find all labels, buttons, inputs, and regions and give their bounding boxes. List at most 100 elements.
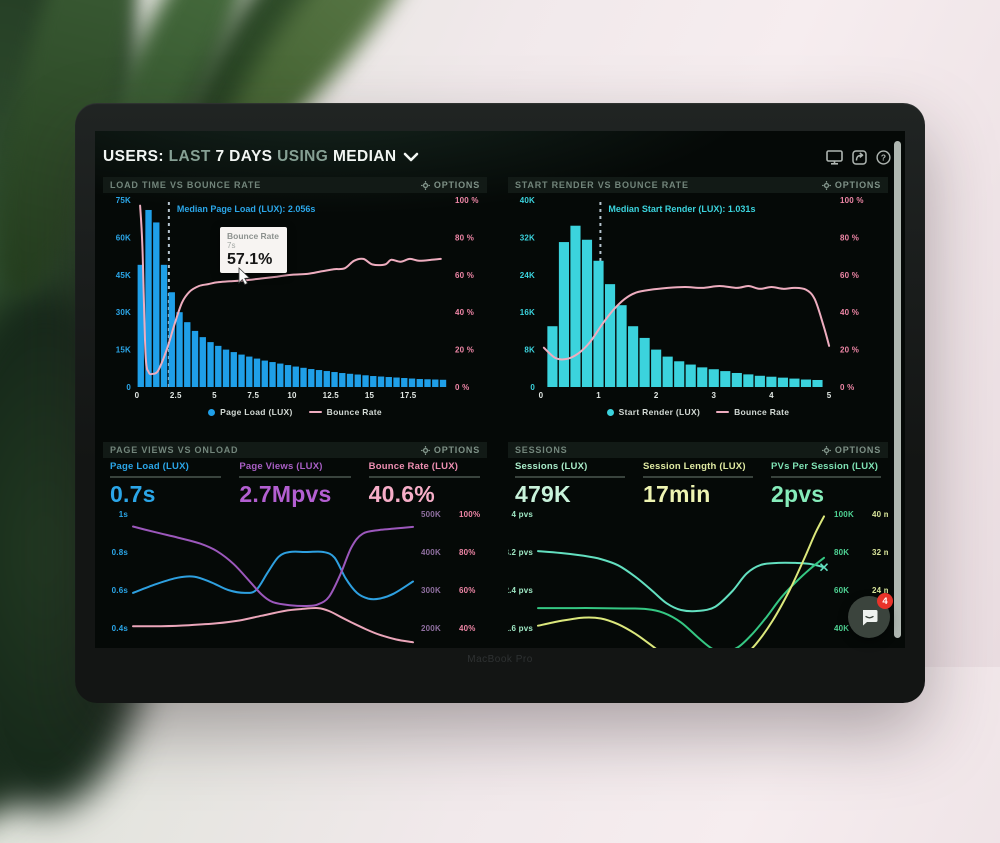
- legend-line-icon: [308, 410, 322, 414]
- svg-text:1s: 1s: [119, 510, 129, 519]
- chart-legend: Start Render (LUX) Bounce Rate: [508, 407, 888, 417]
- scrollbar[interactable]: [894, 141, 901, 638]
- svg-text:100%: 100%: [459, 510, 480, 519]
- svg-text:1: 1: [596, 391, 601, 400]
- display-icon[interactable]: [826, 149, 843, 165]
- legend-dot-icon: [208, 408, 216, 416]
- svg-text:40%: 40%: [459, 624, 476, 633]
- svg-text:200K: 200K: [421, 624, 441, 633]
- tooltip: Bounce Rate 7s 57.1%: [220, 227, 287, 285]
- svg-text:40K: 40K: [520, 196, 535, 205]
- legend-line-icon: [716, 410, 730, 414]
- panel-load-time: LOAD TIME VS BOUNCE RATE OPTIONS 75K 60K 4…: [103, 177, 487, 417]
- svg-text:32K: 32K: [520, 233, 535, 242]
- svg-text:30K: 30K: [116, 308, 131, 317]
- metrics-row: Sessions (LUX) 479K Session Length (LUX) 17…: [508, 458, 888, 508]
- users-filter-dropdown[interactable]: USERS: LAST 7 DAYS USING MEDIAN: [103, 148, 419, 166]
- share-icon[interactable]: [852, 149, 867, 165]
- svg-text:80%: 80%: [459, 548, 476, 557]
- svg-text:?: ?: [881, 152, 886, 162]
- svg-text:60 %: 60 %: [840, 271, 859, 280]
- chat-widget-button[interactable]: 4: [848, 593, 893, 638]
- panel-title: SESSIONS: [515, 445, 568, 455]
- svg-text:500K: 500K: [421, 510, 441, 519]
- options-button[interactable]: OPTIONS: [420, 180, 480, 190]
- svg-text:4: 4: [769, 391, 774, 400]
- svg-text:60 %: 60 %: [455, 271, 474, 280]
- svg-text:15K: 15K: [116, 346, 131, 355]
- svg-text:60%: 60%: [459, 586, 476, 595]
- metric: Sessions (LUX) 479K: [515, 461, 625, 508]
- gear-icon: [821, 445, 831, 455]
- svg-text:0.8s: 0.8s: [112, 548, 129, 557]
- svg-text:300K: 300K: [421, 586, 441, 595]
- legend-dot-icon: [606, 408, 614, 416]
- chevron-down-icon: [404, 152, 419, 162]
- options-button[interactable]: OPTIONS: [420, 445, 480, 455]
- metric: PVs Per Session (LUX) 2pvs: [771, 461, 881, 508]
- svg-text:40K: 40K: [834, 624, 849, 633]
- panel-title: PAGE VIEWS VS ONLOAD: [110, 445, 239, 455]
- panel-title: START RENDER VS BOUNCE RATE: [515, 180, 689, 190]
- legend-item[interactable]: Start Render (LUX): [606, 407, 700, 417]
- header-icons: ?: [826, 149, 891, 165]
- metric: Page Load (LUX) 0.7s: [110, 461, 222, 508]
- chart-legend: Page Load (LUX) Bounce Rate: [103, 407, 487, 417]
- metric: Page Views (LUX) 2.7Mpvs: [239, 461, 351, 508]
- svg-text:40 min: 40 min: [872, 510, 888, 519]
- panel-start-render: START RENDER VS BOUNCE RATE OPTIONS 40K 3…: [508, 177, 888, 417]
- svg-text:100K: 100K: [834, 510, 854, 519]
- svg-text:40 %: 40 %: [455, 308, 474, 317]
- svg-text:3: 3: [712, 391, 717, 400]
- legend-item[interactable]: Page Load (LUX): [208, 407, 293, 417]
- dashboard-screen: USERS: LAST 7 DAYS USING MEDIAN: [95, 131, 905, 648]
- gear-icon: [821, 180, 831, 190]
- svg-text:80K: 80K: [834, 548, 849, 557]
- cursor-icon: [238, 267, 251, 285]
- svg-text:32 min: 32 min: [872, 548, 888, 557]
- gear-icon: [420, 445, 430, 455]
- svg-text:0: 0: [539, 391, 544, 400]
- svg-text:Median Page Load (LUX): 2.056s: Median Page Load (LUX): 2.056s: [177, 204, 316, 214]
- header-title: USERS: LAST 7 DAYS USING MEDIAN: [103, 148, 397, 165]
- panel-sessions: SESSIONS OPTIONS Sessions (LUX) 479K Sessi…: [508, 442, 888, 648]
- svg-text:5: 5: [827, 391, 832, 400]
- svg-text:20 %: 20 %: [840, 346, 859, 355]
- chat-icon: [862, 609, 877, 625]
- legend-item[interactable]: Bounce Rate: [308, 407, 382, 417]
- svg-text:17.5: 17.5: [400, 391, 417, 400]
- svg-text:2.4 pvs: 2.4 pvs: [508, 586, 533, 595]
- dashboard-header: USERS: LAST 7 DAYS USING MEDIAN: [103, 143, 891, 171]
- svg-text:3.2 pvs: 3.2 pvs: [508, 548, 533, 557]
- svg-text:0.4s: 0.4s: [112, 624, 129, 633]
- chat-unread-badge: 4: [877, 593, 893, 609]
- svg-text:24 min: 24 min: [872, 586, 888, 595]
- svg-text:20 %: 20 %: [455, 346, 474, 355]
- svg-text:60K: 60K: [116, 233, 131, 242]
- svg-text:5: 5: [212, 391, 217, 400]
- svg-text:4 pvs: 4 pvs: [512, 510, 534, 519]
- metric: Session Length (LUX) 17min: [643, 461, 753, 508]
- svg-text:100 %: 100 %: [840, 196, 864, 205]
- svg-text:7.5: 7.5: [247, 391, 259, 400]
- page-views-chart[interactable]: 1s 0.8s 0.6s 0.4s 500K 400K 300K 200K 100% 80% 60%…: [103, 508, 487, 648]
- sessions-chart[interactable]: 4 pvs 3.2 pvs 2.4 pvs 1.6 pvs 100K 80K 60K 40K 4…: [508, 508, 888, 648]
- svg-text:80 %: 80 %: [840, 233, 859, 242]
- options-button[interactable]: OPTIONS: [821, 445, 881, 455]
- help-icon[interactable]: ?: [876, 149, 891, 165]
- macbook-brand: MacBook Pro: [467, 654, 533, 665]
- legend-item[interactable]: Bounce Rate: [716, 407, 789, 417]
- svg-text:12.5: 12.5: [323, 391, 340, 400]
- load-time-chart[interactable]: 75K 60K 45K 30K 15K 0 100 % 80 % 60 % 40 % 20 % 0 %…: [103, 195, 487, 406]
- svg-text:0: 0: [135, 391, 140, 400]
- svg-text:0 %: 0 %: [840, 383, 854, 392]
- svg-text:45K: 45K: [116, 271, 131, 280]
- svg-text:60K: 60K: [834, 586, 849, 595]
- options-button[interactable]: OPTIONS: [821, 180, 881, 190]
- start-render-chart[interactable]: 40K 32K 24K 16K 8K 0 100 % 80 % 60 % 40 % 20 % 0 % M…: [508, 195, 888, 406]
- svg-text:75K: 75K: [116, 196, 131, 205]
- svg-text:0: 0: [530, 383, 535, 392]
- svg-text:100 %: 100 %: [455, 196, 479, 205]
- svg-text:80 %: 80 %: [455, 233, 474, 242]
- svg-text:1.6 pvs: 1.6 pvs: [508, 624, 533, 633]
